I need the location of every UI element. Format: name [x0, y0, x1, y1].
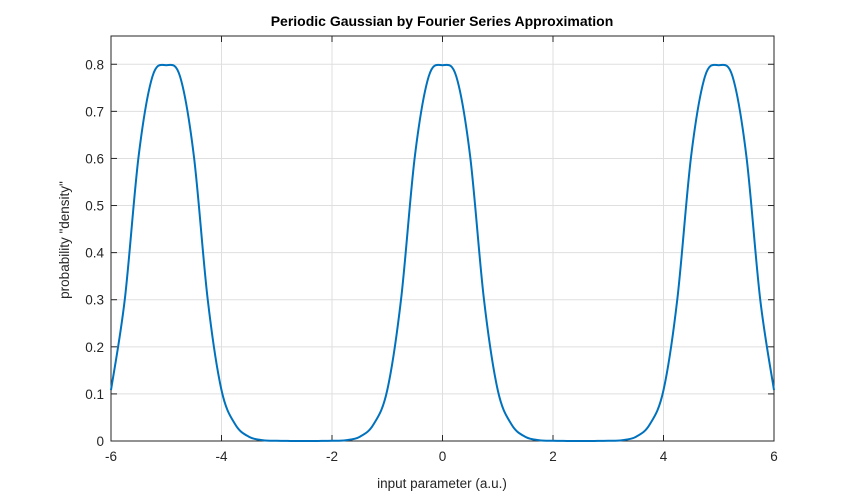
y-tick-label-4: 0.4 [85, 246, 104, 261]
x-tick-label-4: 2 [549, 449, 557, 464]
y-tick-label-6: 0.6 [85, 151, 104, 166]
y-tick-label-7: 0.7 [85, 104, 104, 119]
x-tick-label-2: -2 [326, 449, 338, 464]
x-tick-label-1: -4 [215, 449, 227, 464]
series-line-0 [110, 63, 775, 442]
ticks [110, 36, 775, 442]
x-tick-label-6: 6 [770, 449, 778, 464]
x-tick-label-3: 0 [439, 449, 447, 464]
x-tick-label-5: 4 [660, 449, 668, 464]
x-tick-labels: -6 -4 -2 0 2 4 6 [105, 449, 778, 464]
y-axis-label: probability "density" [57, 181, 72, 299]
chart-title: Periodic Gaussian by Fourier Series Appr… [271, 13, 614, 29]
y-tick-label-0: 0 [96, 434, 104, 449]
y-tick-label-1: 0.1 [85, 387, 104, 402]
y-tick-label-8: 0.8 [85, 57, 104, 72]
y-tick-label-2: 0.2 [85, 340, 104, 355]
x-axis-label: input parameter (a.u.) [377, 476, 507, 491]
plot-lines [110, 63, 775, 442]
x-tick-label-0: -6 [105, 449, 117, 464]
y-tick-label-5: 0.5 [85, 199, 104, 214]
grid [110, 36, 775, 442]
y-tick-label-3: 0.3 [85, 293, 104, 308]
y-tick-labels: 0 0.1 0.2 0.3 0.4 0.5 0.6 0.7 0.8 [85, 57, 104, 449]
